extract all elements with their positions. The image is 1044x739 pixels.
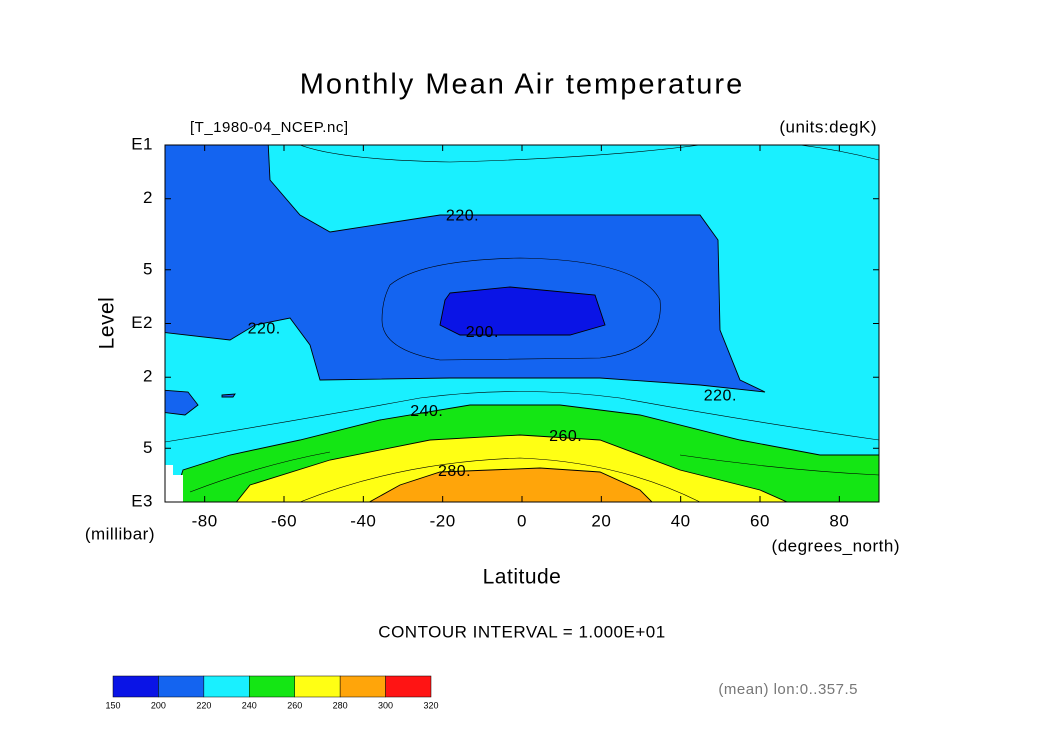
contour-line [299, 145, 879, 163]
contour-fill [368, 467, 653, 502]
colorbar-swatch [294, 675, 341, 698]
contour-line [165, 391, 879, 443]
missing-cell [165, 465, 173, 475]
colorbar-swatch [249, 675, 295, 698]
y-tick-label: E3 [131, 491, 153, 510]
colorbar-swatch [158, 675, 205, 698]
x-tick-label: -60 [271, 511, 297, 530]
y-tick-label: 5 [143, 259, 153, 278]
colorbar-label: 200 [151, 700, 166, 710]
contour-fill [165, 145, 766, 393]
colorbar-label: 260 [287, 700, 302, 710]
y-axis-label: Level [96, 297, 119, 350]
contour-label: 220. [704, 387, 737, 404]
contour-fill [221, 393, 236, 398]
contour-fill [439, 286, 606, 336]
x-axis-label: Latitude [483, 566, 562, 589]
contour-label: 220. [446, 207, 479, 224]
colorbar-swatch [385, 675, 432, 698]
missing-cell [165, 475, 183, 502]
colorbar-label: 240 [242, 700, 257, 710]
chart-title: Monthly Mean Air temperature [300, 69, 744, 101]
colorbar-swatch [339, 675, 386, 698]
y-tick-label: 5 [143, 438, 153, 457]
x-tick-label: 20 [591, 511, 611, 530]
colorbar-label: 220 [196, 700, 211, 710]
x-units: (degrees_north) [772, 536, 900, 555]
contour-label: 240. [410, 403, 443, 420]
contour-label: 280. [438, 463, 471, 480]
x-tick-label: -80 [192, 511, 218, 530]
contour-fill [165, 389, 199, 416]
x-tick-label: 60 [750, 511, 770, 530]
x-tick-label: 40 [671, 511, 691, 530]
y-tick-label: E2 [131, 313, 153, 332]
subtitle: (units:degK) [779, 117, 877, 136]
y-tick-label: 2 [143, 367, 153, 386]
subtitle: [T_1980-04_NCEP.nc] [190, 119, 348, 136]
contour-line [189, 451, 879, 502]
x-tick-label: -20 [430, 511, 456, 530]
colorbar-label: 300 [378, 700, 393, 710]
x-tick-label: 80 [829, 511, 849, 530]
x-tick-label: 0 [517, 511, 527, 530]
footnote: (mean) lon:0..357.5 [718, 681, 858, 698]
colorbar-label: 320 [423, 700, 438, 710]
y-tick-label: E1 [131, 134, 153, 153]
contour-fill [235, 434, 789, 502]
contour-label: 200. [466, 324, 499, 341]
contour-line [381, 257, 661, 361]
y-units: (millibar) [85, 524, 155, 543]
contour-area [165, 145, 879, 502]
note: CONTOUR INTERVAL = 1.000E+01 [378, 622, 665, 641]
colorbar-label: 150 [105, 700, 120, 710]
y-tick-label: 2 [143, 188, 153, 207]
contour-label: 260. [549, 428, 582, 445]
colorbar-swatch [112, 675, 159, 698]
colorbar-swatch [203, 675, 250, 698]
x-tick-label: -40 [350, 511, 376, 530]
contour-label: 220. [248, 321, 281, 338]
colorbar-label: 280 [333, 700, 348, 710]
